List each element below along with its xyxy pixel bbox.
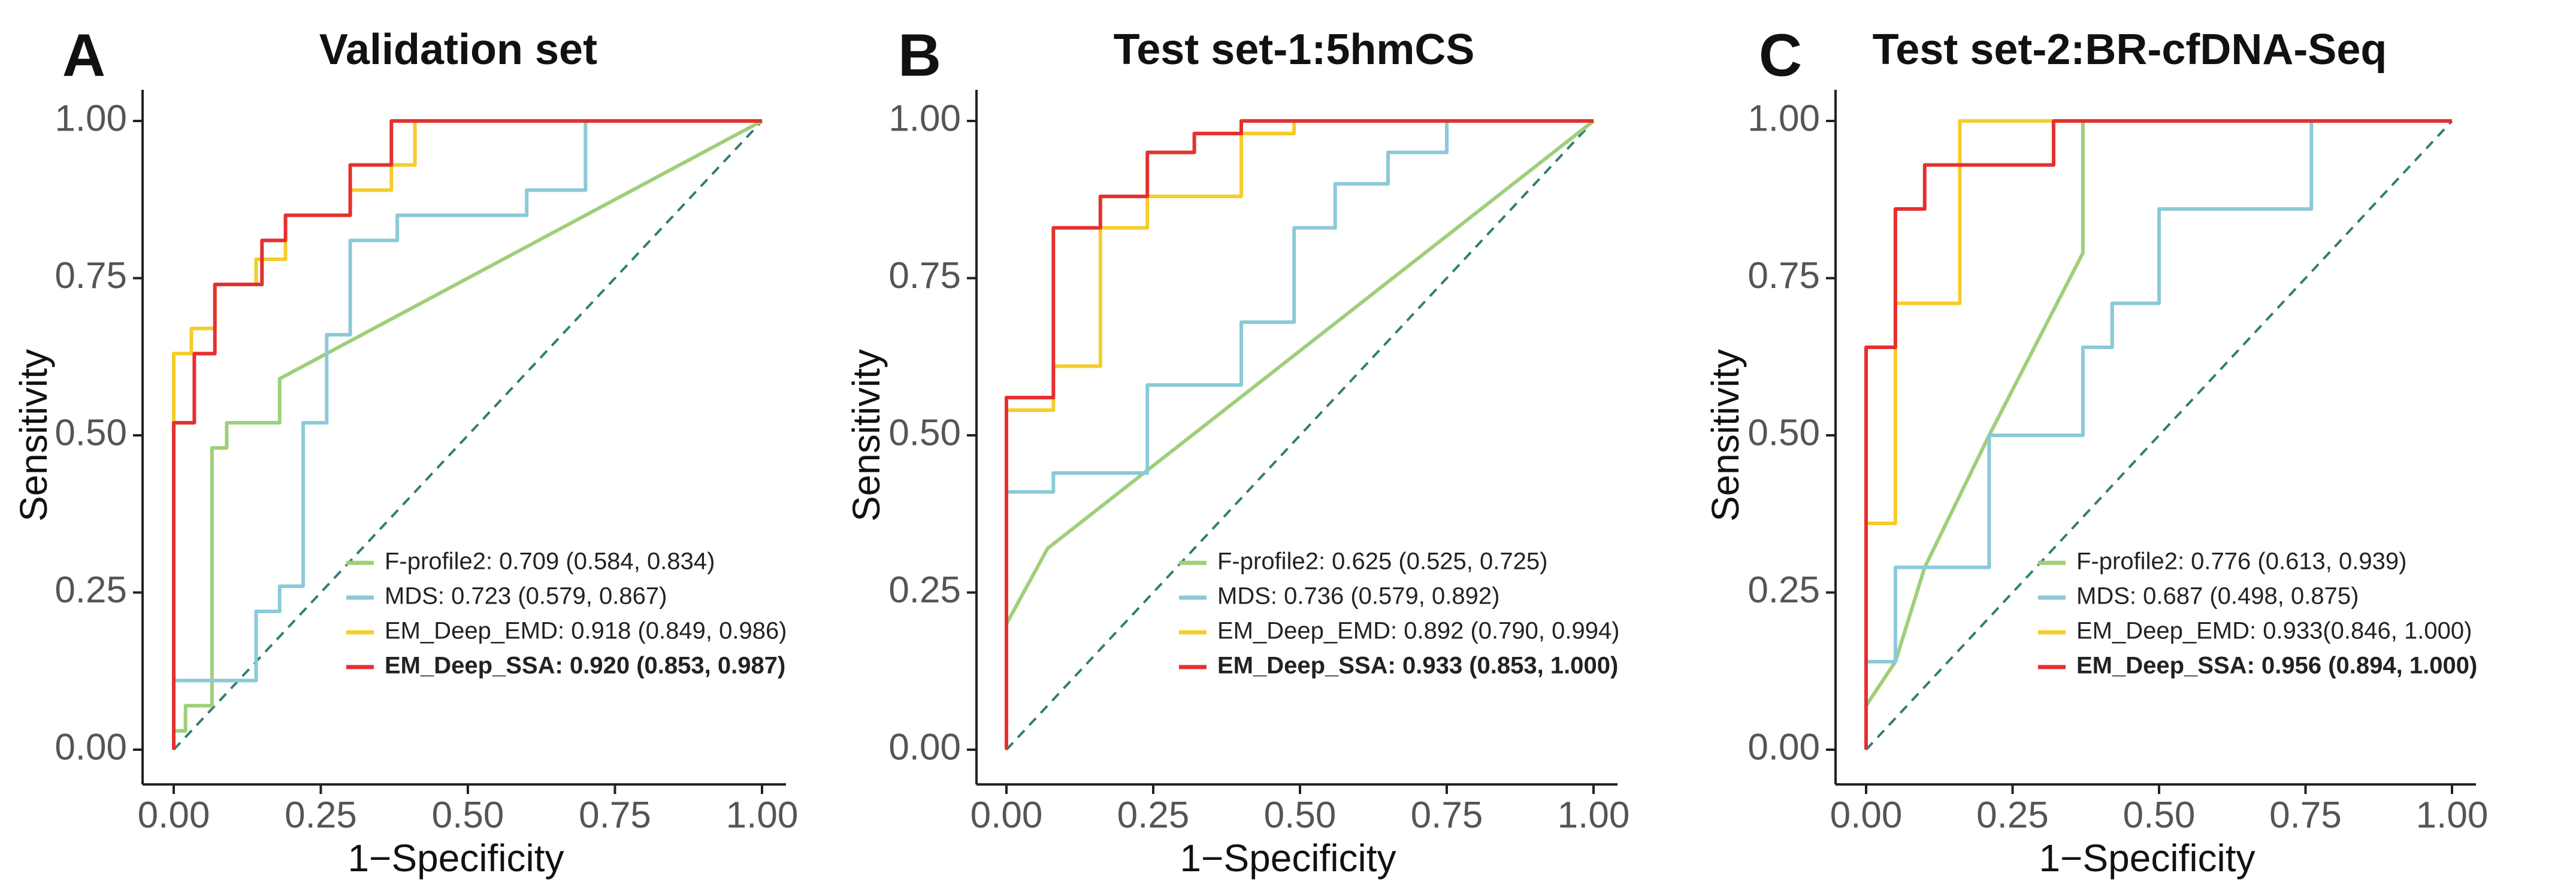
- x-tick-label-b: 0.75: [1411, 795, 1483, 836]
- x-tick-label-a: 0.75: [579, 795, 651, 836]
- panel-title-a: Validation set: [319, 26, 597, 74]
- panel-title-b: Test set-1:5hmCS: [1114, 26, 1475, 74]
- y-axis-label-a: Sensitivity: [12, 349, 55, 522]
- legend-label-f-profile2-a: F-profile2: 0.709 (0.584, 0.834): [385, 548, 715, 575]
- x-tick-label-c: 0.75: [2269, 795, 2342, 836]
- x-axis-label-c: 1−Specificity: [2039, 837, 2255, 880]
- x-tick-label-c: 0.00: [1830, 795, 1903, 836]
- y-tick-label-a: 0.75: [55, 255, 127, 296]
- y-tick-label-b: 0.00: [888, 726, 961, 768]
- y-tick-label-c: 0.50: [1747, 412, 1820, 453]
- panel-b: B Test set-1:5hmCS 0.00 0.25 0.50 0.75 1.00 0.0…: [845, 22, 1629, 880]
- panel-letter-c: C: [1759, 22, 1802, 89]
- y-tick-label-c: 1.00: [1747, 98, 1820, 139]
- x-axis-label-a: 1−Specificity: [347, 837, 564, 880]
- legend-label-em-deep-ssa-b: EM_Deep_SSA: 0.933 (0.853, 1.000): [1217, 653, 1618, 679]
- x-tick-label-c: 0.25: [1976, 795, 2049, 836]
- panel-letter-a: A: [62, 22, 105, 89]
- legend-label-em-deep-ssa-c: EM_Deep_SSA: 0.956 (0.894, 1.000): [2076, 653, 2477, 679]
- roc-curve-em-deep-emd-b: [1005, 119, 1594, 750]
- roc-curve-mds-b: [1005, 119, 1594, 750]
- legend-label-f-profile2-b: F-profile2: 0.625 (0.525, 0.725): [1217, 548, 1547, 575]
- panel-c: C Test set-2:BR-cfDNA-Seq 0.00 0.25 0.50 0.75…: [1704, 22, 2488, 880]
- x-tick-label-a: 0.50: [432, 795, 504, 836]
- reference-diagonal-b: [1005, 120, 1595, 751]
- roc-curve-em-deep-ssa-c: [1864, 119, 2452, 750]
- legend-label-em-deep-ssa-a: EM_Deep_SSA: 0.920 (0.853, 0.987): [385, 653, 785, 679]
- y-tick-label-a: 0.00: [55, 726, 127, 768]
- y-axis-label-b: Sensitivity: [845, 349, 888, 522]
- y-tick-label-b: 0.75: [888, 255, 961, 296]
- legend-label-mds-a: MDS: 0.723 (0.579, 0.867): [385, 583, 667, 610]
- legend-label-em-deep-emd-a: EM_Deep_EMD: 0.918 (0.849, 0.986): [385, 618, 787, 644]
- roc-curve-em-deep-ssa-b: [1005, 119, 1594, 750]
- legend-label-em-deep-emd-c: EM_Deep_EMD: 0.933(0.846, 1.000): [2076, 618, 2472, 644]
- y-tick-label-c: 0.00: [1747, 726, 1820, 768]
- x-tick-label-c: 0.50: [2123, 795, 2196, 836]
- roc-curve-mds-c: [1864, 119, 2452, 750]
- y-tick-label-c: 0.25: [1747, 569, 1820, 611]
- x-tick-label-a: 0.25: [285, 795, 357, 836]
- y-tick-label-a: 0.50: [55, 412, 127, 453]
- y-tick-label-b: 0.50: [888, 412, 961, 453]
- legend-label-mds-b: MDS: 0.736 (0.579, 0.892): [1217, 583, 1499, 610]
- x-tick-label-b: 1.00: [1558, 795, 1630, 836]
- x-tick-label-b: 0.50: [1264, 795, 1337, 836]
- roc-curve-em-deep-emd-a: [172, 119, 762, 750]
- x-axis-label-b: 1−Specificity: [1180, 837, 1396, 880]
- y-tick-label-b: 0.25: [888, 569, 961, 611]
- panel-a: A Validation set 0.00 0.25 0.50 0.75 1.00 0.00 0…: [12, 22, 798, 880]
- x-tick-label-c: 1.00: [2416, 795, 2489, 836]
- x-tick-label-b: 0.00: [970, 795, 1043, 836]
- roc-curve-em-deep-ssa-a: [172, 119, 762, 750]
- panel-letter-b: B: [898, 22, 941, 89]
- legend-label-mds-c: MDS: 0.687 (0.498, 0.875): [2076, 583, 2359, 610]
- legend-label-em-deep-emd-b: EM_Deep_EMD: 0.892 (0.790, 0.994): [1217, 618, 1620, 644]
- x-tick-label-b: 0.25: [1117, 795, 1190, 836]
- roc-curve-mds-a: [172, 119, 762, 750]
- y-axis-label-c: Sensitivity: [1704, 349, 1747, 522]
- y-tick-label-c: 0.75: [1747, 255, 1820, 296]
- legend-label-f-profile2-c: F-profile2: 0.776 (0.613, 0.939): [2076, 548, 2406, 575]
- panel-title-c: Test set-2:BR-cfDNA-Seq: [1873, 26, 2387, 74]
- reference-diagonal-c: [1865, 120, 2453, 751]
- x-tick-label-a: 0.00: [138, 795, 210, 836]
- y-tick-label-a: 0.25: [55, 569, 127, 611]
- x-tick-label-a: 1.00: [726, 795, 799, 836]
- reference-diagonal-a: [173, 120, 763, 751]
- y-tick-label-a: 1.00: [55, 98, 127, 139]
- roc-curve-f-profile2-a: [172, 119, 763, 750]
- y-tick-label-b: 1.00: [888, 98, 961, 139]
